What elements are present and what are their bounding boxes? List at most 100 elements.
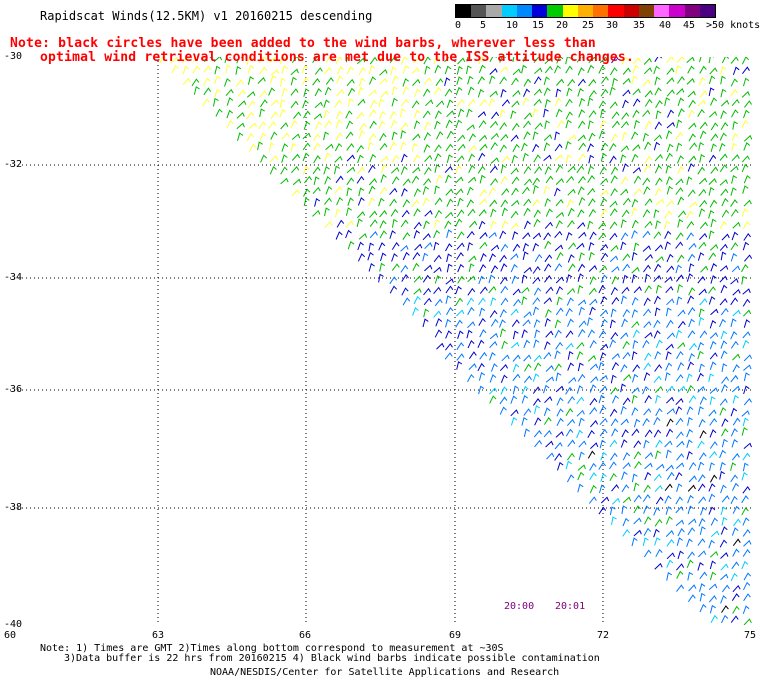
latitude-label: -40	[4, 619, 23, 630]
wind-barb	[677, 342, 686, 350]
wind-barb	[511, 319, 520, 327]
wind-barb	[479, 307, 486, 317]
wind-barb	[224, 78, 231, 87]
wind-barb	[389, 141, 397, 150]
wind-barb	[708, 373, 715, 383]
wind-barb	[664, 241, 671, 250]
wind-barb	[632, 166, 642, 174]
wind-barb	[699, 65, 707, 74]
wind-barb	[600, 318, 608, 328]
wind-barb	[567, 165, 576, 173]
wind-barb	[467, 339, 475, 349]
wind-barb	[325, 143, 334, 151]
wind-barb	[666, 265, 675, 273]
wind-barb	[655, 256, 664, 263]
wind-barb	[193, 57, 200, 62]
wind-barb	[567, 439, 576, 447]
wind-barb	[709, 429, 717, 438]
wind-barb	[489, 309, 498, 318]
wind-barb	[710, 166, 719, 174]
wind-barb	[444, 352, 453, 360]
wind-barb	[381, 164, 388, 173]
wind-barb	[688, 99, 696, 108]
wind-barb	[479, 98, 488, 107]
wind-barb	[732, 417, 741, 426]
wind-barb	[698, 363, 705, 373]
wind-barb	[324, 175, 332, 185]
wind-barb	[654, 121, 662, 130]
wind-barb	[357, 197, 365, 206]
wind-barb	[732, 394, 739, 404]
wind-barb	[698, 418, 706, 428]
wind-barb	[567, 78, 576, 87]
wind-barb	[610, 133, 619, 142]
wind-barb	[643, 308, 652, 317]
wind-barb	[720, 99, 730, 107]
wind-barb	[621, 471, 628, 480]
wind-barb	[357, 98, 366, 106]
wind-barb	[675, 471, 683, 481]
wind-barb	[501, 188, 510, 196]
wind-barb	[510, 341, 520, 349]
wind-barb	[675, 506, 684, 514]
wind-barb	[719, 179, 729, 186]
wind-barb	[577, 222, 586, 230]
wind-barb	[512, 57, 515, 62]
wind-barb	[533, 339, 540, 348]
wind-barb	[324, 221, 333, 229]
wind-barb	[369, 76, 377, 85]
wind-barb	[500, 164, 507, 174]
wind-barb	[312, 78, 321, 86]
wind-barb	[280, 122, 289, 130]
legend-swatch	[577, 5, 594, 17]
wind-barb	[653, 330, 661, 339]
wind-barb	[664, 483, 673, 492]
wind-barb	[466, 124, 475, 131]
wind-barb	[357, 154, 364, 164]
wind-barb	[534, 405, 541, 414]
wind-barb	[455, 165, 462, 174]
wind-barb	[378, 197, 385, 207]
wind-barb	[644, 462, 653, 470]
wind-barb	[512, 385, 519, 395]
wind-barb	[665, 307, 672, 317]
wind-barb	[556, 296, 563, 306]
wind-barb	[721, 495, 730, 503]
wind-barb	[324, 152, 331, 162]
wind-barb	[413, 229, 420, 239]
wind-barb	[412, 251, 421, 260]
wind-barb	[699, 232, 708, 240]
wind-barb	[279, 77, 286, 87]
wind-barb	[708, 230, 715, 240]
wind-barb	[743, 385, 750, 395]
wind-barb	[424, 264, 433, 272]
wind-barb	[644, 285, 652, 294]
wind-barb	[555, 372, 562, 382]
wind-barb	[182, 77, 191, 86]
wind-barb	[554, 442, 563, 450]
wind-barb	[446, 130, 454, 139]
wind-barb	[655, 198, 665, 206]
wind-barb	[664, 97, 671, 106]
wind-barb	[698, 288, 707, 296]
wind-barb	[709, 340, 717, 350]
time-label-2: 20:01	[555, 601, 586, 612]
wind-barb	[214, 65, 221, 75]
wind-barb	[588, 110, 597, 118]
wind-barb	[644, 332, 653, 339]
wind-barb	[523, 311, 532, 318]
wind-barb	[433, 241, 440, 251]
wind-barb	[719, 275, 728, 283]
wind-barbs	[159, 57, 752, 625]
wind-barb	[741, 507, 749, 516]
wind-barb	[324, 207, 330, 217]
wind-barb	[687, 163, 695, 172]
legend-label: 35	[633, 20, 646, 31]
wind-barb	[533, 98, 542, 106]
wind-barb	[655, 394, 661, 404]
wind-barb	[468, 153, 476, 162]
wind-barb	[710, 133, 719, 141]
wind-barb	[644, 90, 653, 98]
wind-barb	[391, 176, 400, 185]
wind-barb	[456, 65, 463, 75]
